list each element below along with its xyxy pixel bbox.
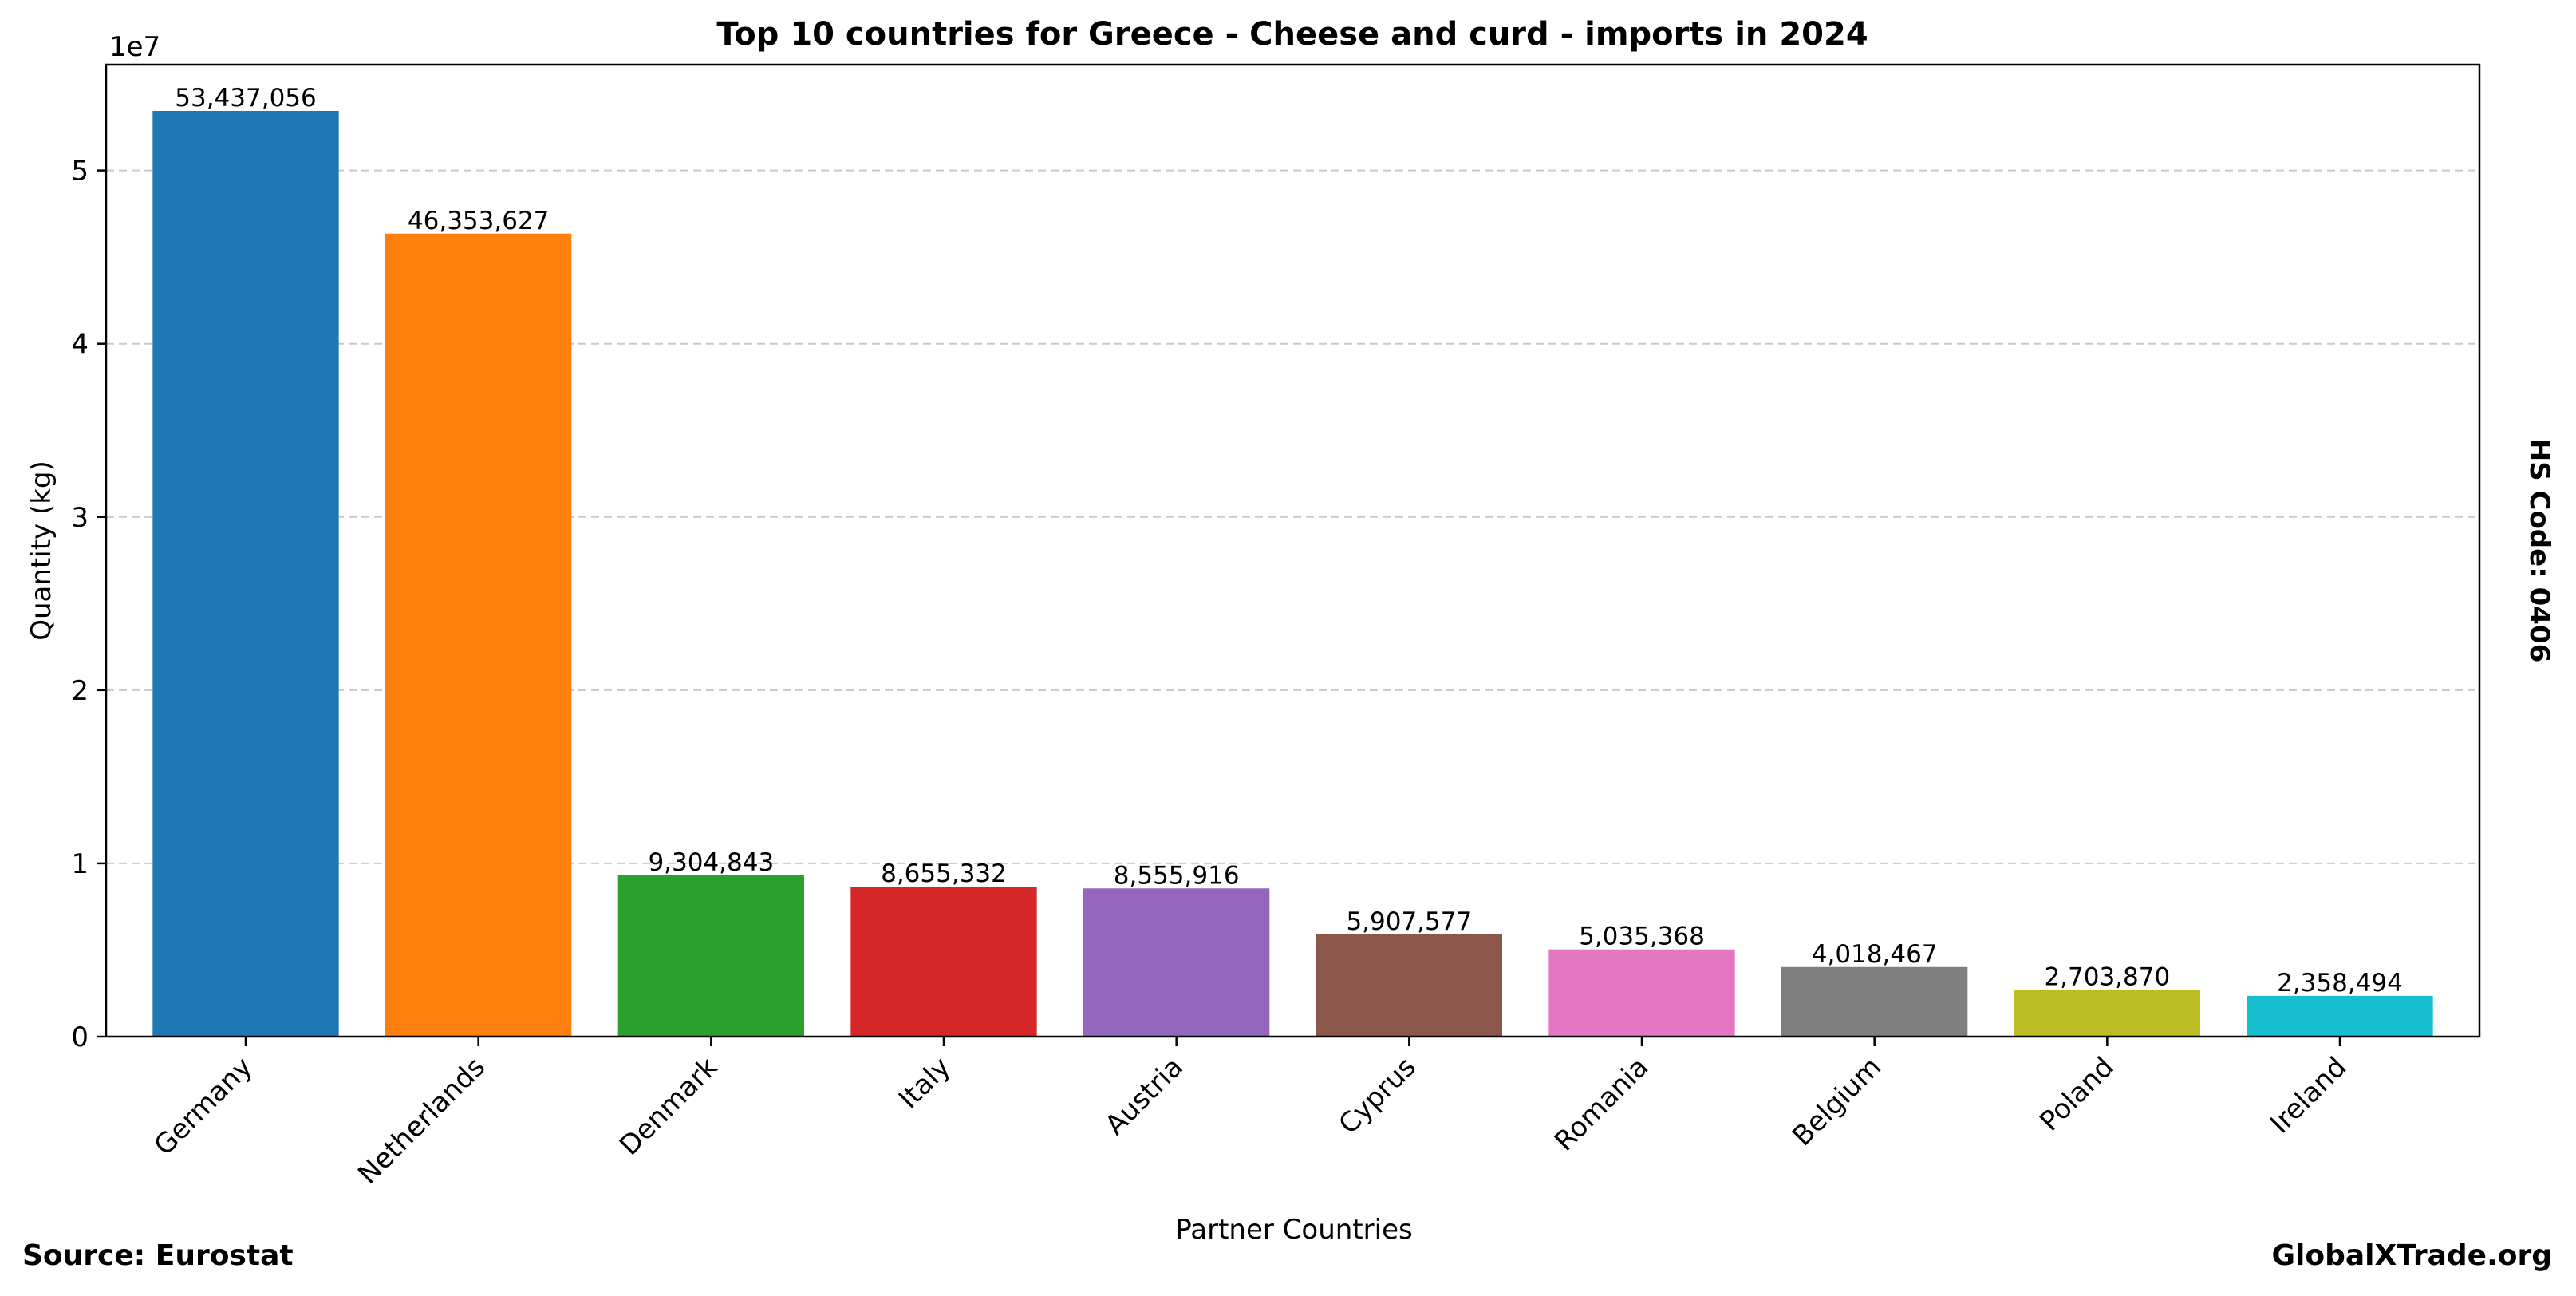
bar-netherlands (385, 233, 572, 1037)
bar-cyprus (1316, 934, 1502, 1037)
plot-frame (105, 63, 2481, 1038)
x-tick-label: Netherlands (352, 1051, 491, 1191)
hs-code-label: HS Code: 0406 (2523, 439, 2555, 663)
bar-value-label: 5,035,368 (1579, 923, 1705, 951)
bars (152, 111, 2433, 1037)
bar-ireland (2247, 995, 2433, 1037)
bar-value-label: 53,437,056 (175, 84, 317, 113)
bar-value-label: 8,555,916 (1114, 861, 1240, 890)
bar-value-label: 8,655,332 (881, 859, 1007, 888)
y-axis: 0 1 2 3 4 5 (71, 156, 106, 1053)
bar-value-labels: 53,437,056 46,353,627 9,304,843 8,655,332 8,… (175, 84, 2403, 998)
bar-value-label: 4,018,467 (1812, 940, 1938, 969)
bar-romania (1548, 949, 1735, 1037)
y-axis-title: Quantity (kg) (26, 460, 57, 641)
y-tick-label: 3 (71, 502, 89, 534)
bar-poland (2014, 990, 2200, 1037)
y-tick-label: 2 (71, 675, 89, 707)
bar-value-label: 2,358,494 (2277, 969, 2403, 998)
x-tick-label: Ireland (2264, 1051, 2353, 1140)
y-tick-label: 0 (71, 1021, 89, 1053)
x-tick-label: Belgium (1786, 1051, 1888, 1152)
x-tick-label: Austria (1099, 1051, 1189, 1141)
bar-value-label: 5,907,577 (1346, 907, 1472, 936)
bar-austria (1083, 888, 1270, 1037)
x-axis: Germany Netherlands Denmark Italy Austria Cyp… (148, 1037, 2353, 1191)
chart-title: Top 10 countries for Greece - Cheese and… (716, 16, 1868, 53)
x-tick-label: Romania (1548, 1051, 1655, 1157)
bar-value-label: 46,353,627 (408, 207, 550, 235)
x-tick-label: Cyprus (1332, 1051, 1422, 1140)
site-credit: GlobalXTrade.org (2271, 1239, 2552, 1272)
y-tick-label: 5 (71, 156, 89, 188)
bar-germany (152, 111, 339, 1037)
bar-denmark (617, 875, 804, 1037)
y-tick-label: 4 (71, 329, 89, 361)
x-axis-title: Partner Countries (1175, 1214, 1412, 1246)
bar-value-label: 2,703,870 (2044, 962, 2170, 991)
bar-value-label: 9,304,843 (648, 848, 774, 877)
bar-italy (850, 887, 1037, 1037)
source-note: Source: Eurostat (22, 1239, 294, 1272)
x-tick-label: Germany (148, 1051, 259, 1162)
y-offset-label: 1e7 (109, 31, 160, 63)
y-tick-label: 1 (71, 848, 89, 880)
bar-belgium (1781, 966, 1968, 1037)
x-tick-label: Denmark (613, 1051, 724, 1162)
x-tick-label: Italy (893, 1051, 957, 1115)
x-tick-label: Poland (2034, 1051, 2120, 1138)
